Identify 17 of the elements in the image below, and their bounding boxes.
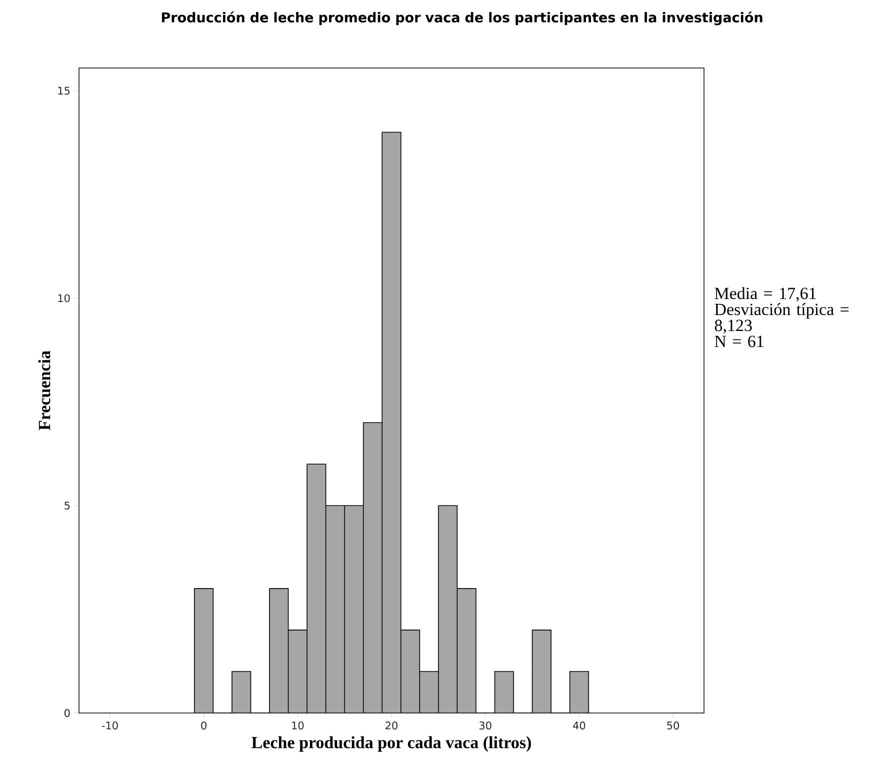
x-tick-label: 50 [667, 722, 680, 730]
y-tick-label: 0 [64, 709, 70, 717]
y-tick-label: 5 [64, 502, 70, 510]
text: Media = 17,61 [714, 287, 816, 302]
x-axis-title: Leche producida por cada vaca (litros) [252, 736, 531, 752]
x-tick-label: 10 [292, 722, 304, 730]
text: Desviación típica = 8,123 [714, 303, 849, 334]
x-tick-label: 30 [479, 722, 492, 730]
x-tick-label: 0 [201, 722, 206, 730]
y-tick-label: 15 [58, 86, 70, 95]
text: N = 61 [714, 336, 764, 348]
y-axis-title: Frecuencia [38, 350, 50, 430]
x-tick-label: -10 [102, 722, 118, 730]
x-tick-label: 20 [386, 722, 398, 730]
y-tick-label: 10 [58, 294, 70, 302]
x-tick-label: 40 [573, 722, 586, 730]
chart-title: Producción de leche promedio por vaca de los participantes en la investigación [162, 12, 762, 26]
